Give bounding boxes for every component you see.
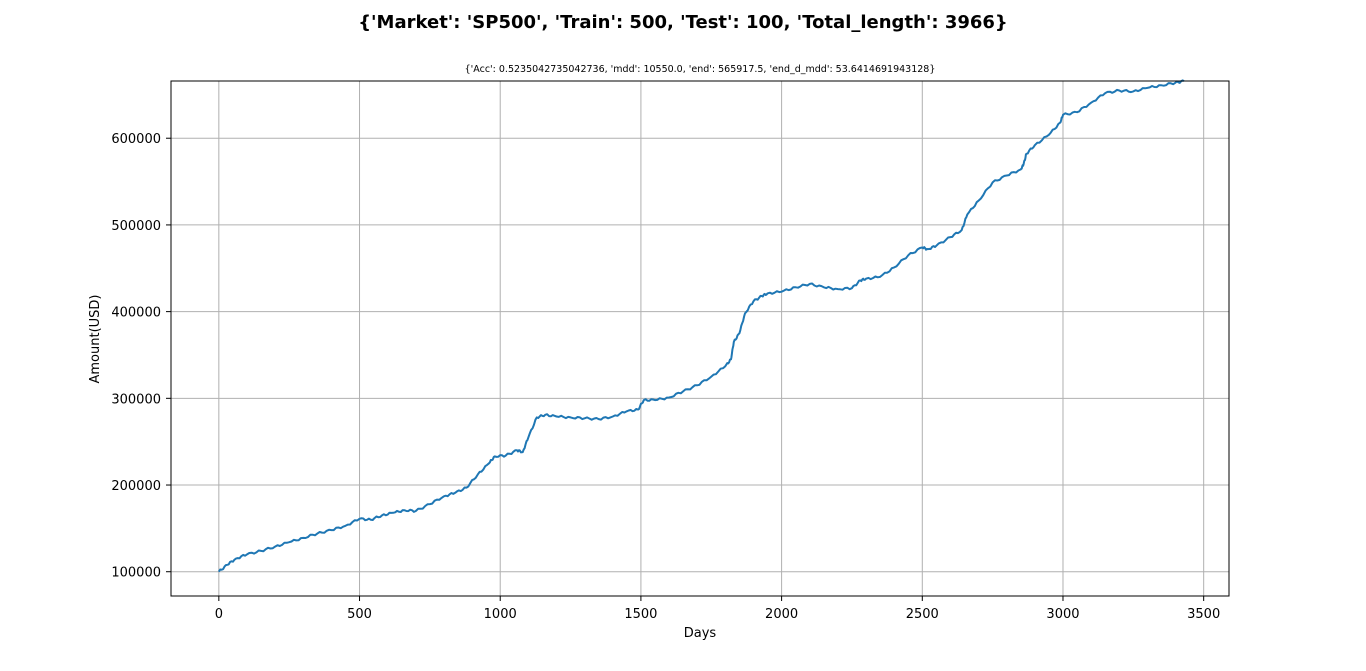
y-axis-ticks: 100000 200000 300000 400000 500000 600000 — [111, 132, 171, 581]
x-tick-label: 1000 — [484, 607, 517, 622]
x-axis-ticks: 0 500 1000 1500 2000 2500 3000 3500 — [215, 596, 1220, 622]
y-tick-label: 400000 — [111, 306, 161, 321]
x-tick-label: 0 — [215, 607, 223, 622]
x-axis-label: Days — [684, 626, 717, 641]
x-tick-label: 3500 — [1187, 607, 1220, 622]
x-tick-label: 500 — [347, 607, 372, 622]
plot-area-frame — [170, 80, 1230, 597]
x-tick-label: 2500 — [906, 607, 939, 622]
y-tick-label: 100000 — [111, 566, 161, 581]
grid-lines — [171, 81, 1229, 596]
y-tick-label: 600000 — [111, 132, 161, 147]
series-line — [217, 79, 1185, 573]
x-tick-label: 1500 — [624, 607, 657, 622]
x-tick-label: 3000 — [1046, 607, 1079, 622]
y-tick-label: 300000 — [111, 392, 161, 407]
figure-suptitle: {'Market': 'SP500', 'Train': 500, 'Test'… — [358, 12, 1008, 33]
y-tick-label: 200000 — [111, 479, 161, 494]
x-tick-label: 2000 — [765, 607, 798, 622]
series-layer — [217, 79, 1185, 573]
chart-title: {'Acc': 0.5235042735042736, 'mdd': 10550… — [465, 64, 936, 75]
y-axis-label: Amount(USD) — [88, 294, 103, 383]
y-tick-label: 500000 — [111, 219, 161, 234]
